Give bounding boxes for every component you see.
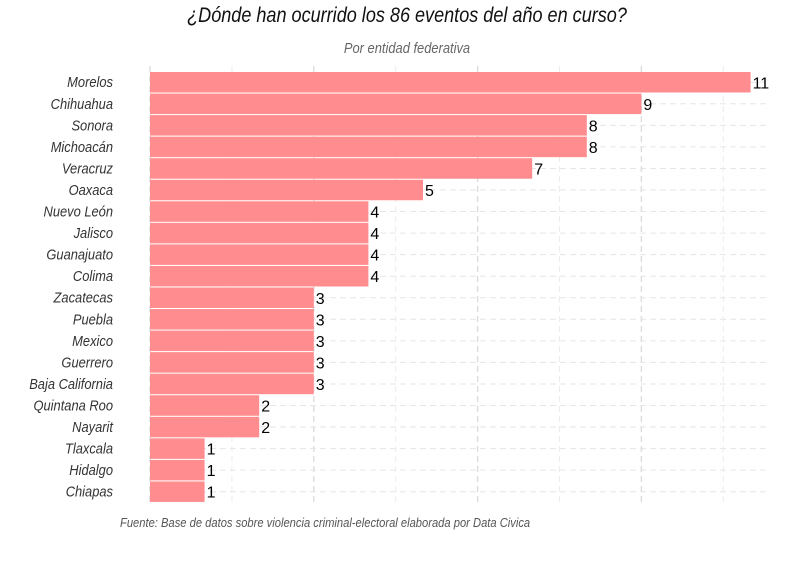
category-label: Nayarit [72,418,114,435]
data-label: 3 [316,377,325,394]
chart-subtitle: Por entidad federativa [343,40,471,57]
data-label: 3 [316,291,325,308]
data-label: 2 [261,420,270,437]
category-label: Puebla [73,310,113,327]
data-label: 3 [316,355,325,372]
bar [150,136,587,158]
data-label: 4 [370,205,379,222]
bar [150,309,314,330]
data-label: 1 [207,463,216,480]
category-label: Tlaxcala [65,440,113,457]
bar [150,352,314,373]
category-label: Nuevo León [44,203,114,220]
data-label: 11 [753,75,770,92]
data-label: 1 [207,442,216,459]
bar [150,72,751,93]
category-label: Colima [73,267,113,284]
category-label: Morelos [67,73,113,90]
data-label: 4 [370,269,379,286]
data-label: 3 [316,334,325,351]
category-label: Baja California [29,375,113,392]
bar [150,459,205,481]
bar [150,222,369,244]
data-label: 2 [261,399,270,416]
data-label: 4 [370,248,379,265]
chart-caption: Fuente: Base de datos sobre violencia cr… [120,515,531,530]
category-label: Quintana Roo [34,397,114,414]
bar [150,395,260,416]
bar [150,115,587,136]
data-label: 4 [370,226,379,243]
bar [150,373,314,395]
bar [150,158,533,179]
category-label: Guerrero [61,353,113,370]
data-label: 1 [207,485,216,502]
category-label: Veracruz [62,160,113,177]
category-label: Michoacán [51,138,114,155]
category-label: Oaxaca [69,181,114,198]
bar [150,287,314,308]
category-label: Jalisco [73,224,114,241]
bar [150,265,369,287]
bar [150,179,423,201]
chart-title: ¿Dónde han ocurrido los 86 eventos del a… [187,4,627,27]
category-label: Chihuahua [51,95,114,112]
category-label: Chiapas [66,483,113,500]
category-label: Mexico [72,332,113,349]
data-label: 5 [425,183,434,200]
data-label: 7 [534,161,543,178]
bar [150,201,369,222]
bar [150,481,205,502]
category-label: Hidalgo [69,461,113,478]
bar [150,244,369,265]
category-label: Sonora [71,116,113,133]
bar [150,416,260,438]
bar [150,330,314,352]
data-label: 8 [589,118,598,135]
category-label: Guanajuato [46,246,113,263]
category-label: Zacatecas [53,289,113,306]
bar [150,438,205,459]
bar [150,93,642,115]
data-label: 9 [643,97,652,114]
data-label: 3 [316,312,325,329]
data-label: 8 [589,140,598,157]
